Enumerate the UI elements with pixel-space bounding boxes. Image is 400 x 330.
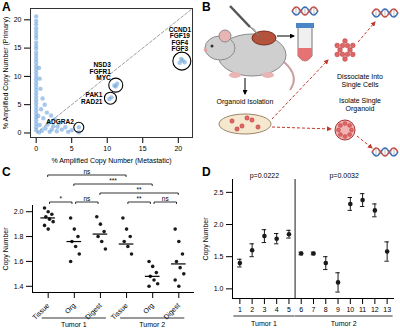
svg-text:20: 20	[14, 16, 22, 23]
svg-text:**: **	[137, 186, 143, 193]
svg-text:Organoid Isolation: Organoid Isolation	[217, 98, 274, 106]
svg-text:p=0.0222: p=0.0222	[250, 172, 279, 180]
svg-text:ns: ns	[83, 195, 91, 202]
svg-text:1.4: 1.4	[14, 283, 24, 290]
svg-text:CCND1FGF19FGF4FGF3: CCND1FGF19FGF4FGF3	[169, 26, 192, 53]
svg-text:Digest: Digest	[162, 301, 182, 321]
svg-text:Tissue: Tissue	[109, 301, 129, 321]
svg-text:2.0: 2.0	[14, 208, 24, 215]
svg-text:7: 7	[312, 306, 316, 313]
svg-text:ns: ns	[162, 195, 170, 202]
svg-text:Copy Number: Copy Number	[202, 217, 210, 261]
svg-text:PAK1RAD21: PAK1RAD21	[81, 91, 103, 105]
svg-text:Tumor 1: Tumor 1	[61, 321, 87, 328]
svg-text:***: ***	[109, 177, 117, 184]
svg-text:Tumor 2: Tumor 2	[139, 321, 165, 328]
svg-text:Digest: Digest	[83, 301, 103, 321]
svg-text:10: 10	[346, 306, 354, 313]
svg-text:*: *	[59, 195, 62, 202]
svg-text:Org: Org	[142, 302, 156, 316]
svg-text:9: 9	[336, 306, 340, 313]
svg-text:2.5: 2.5	[214, 189, 224, 196]
svg-text:12: 12	[371, 306, 379, 313]
svg-text:% Amplified Copy Number (Prima: % Amplified Copy Number (Primary)	[2, 17, 10, 129]
svg-text:Tumor 1: Tumor 1	[251, 320, 277, 327]
svg-text:20: 20	[174, 145, 182, 152]
svg-text:Org: Org	[63, 302, 77, 316]
svg-text:p=0.0032: p=0.0032	[329, 172, 358, 180]
svg-text:ADGRA2: ADGRA2	[46, 118, 74, 125]
html-text:A: A	[2, 0, 11, 14]
svg-text:11: 11	[359, 306, 366, 313]
html-text:D: D	[202, 165, 211, 179]
svg-text:1.5: 1.5	[214, 253, 224, 260]
svg-text:% Amplified Copy Number (Metas: % Amplified Copy Number (Metastatic)	[51, 157, 171, 165]
svg-text:1.0: 1.0	[214, 285, 224, 292]
svg-text:4: 4	[275, 306, 279, 313]
svg-text:1.6: 1.6	[14, 258, 24, 265]
svg-text:0: 0	[34, 145, 38, 152]
svg-text:10: 10	[103, 145, 111, 152]
svg-text:15: 15	[14, 44, 22, 51]
svg-text:**: **	[137, 195, 143, 202]
svg-text:1.8: 1.8	[14, 233, 24, 240]
svg-text:3: 3	[262, 306, 266, 313]
svg-text:13: 13	[383, 306, 391, 313]
svg-text:NSD3FGFR1MYC: NSD3FGFR1MYC	[89, 61, 111, 81]
svg-text:5: 5	[70, 145, 74, 152]
html-text:C: C	[2, 165, 11, 179]
svg-text:5: 5	[18, 101, 22, 108]
svg-text:0: 0	[18, 129, 22, 136]
svg-text:6: 6	[299, 306, 303, 313]
svg-text:5: 5	[287, 306, 291, 313]
svg-text:ns: ns	[83, 168, 91, 175]
svg-text:Dissociate IntoSingle Cells: Dissociate IntoSingle Cells	[337, 73, 383, 89]
svg-text:2.0: 2.0	[214, 221, 224, 228]
svg-text:15: 15	[139, 145, 147, 152]
svg-text:1: 1	[238, 306, 242, 313]
svg-text:Tumor 2: Tumor 2	[331, 320, 357, 327]
svg-text:Tissue: Tissue	[31, 301, 51, 321]
svg-text:Copy Number: Copy Number	[2, 227, 10, 271]
html-text:B: B	[202, 0, 211, 14]
svg-text:8: 8	[324, 306, 328, 313]
svg-text:10: 10	[14, 73, 22, 80]
svg-text:2: 2	[250, 306, 254, 313]
svg-text:Isolate SingleOrganoid: Isolate SingleOrganoid	[339, 97, 381, 113]
